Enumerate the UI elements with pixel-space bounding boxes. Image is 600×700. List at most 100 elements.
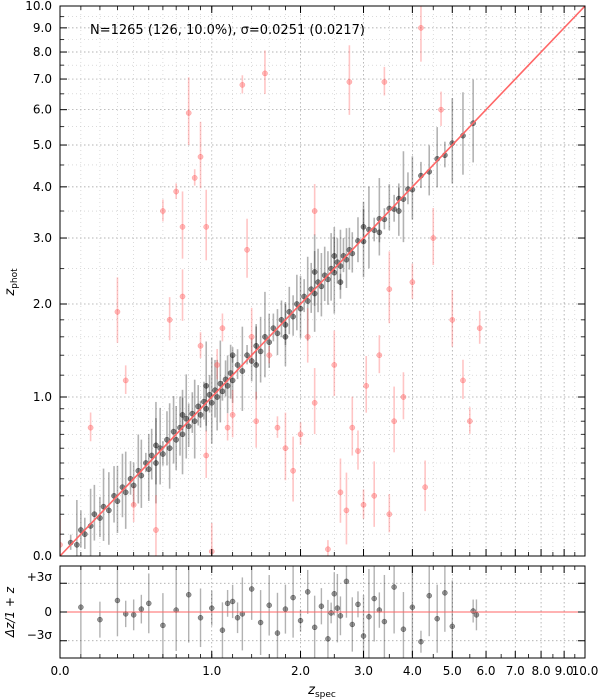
residual-point — [343, 578, 350, 585]
inlier-point — [337, 279, 344, 286]
outlier-point — [114, 308, 121, 315]
outlier-point — [381, 79, 388, 85]
outlier-point — [331, 362, 338, 368]
outlier-point — [179, 223, 186, 230]
inlier-point — [114, 498, 121, 505]
residual-ticks — [59, 566, 586, 658]
res-tick-plus3sigma: +3σ — [27, 570, 53, 584]
residual-point — [219, 627, 226, 633]
inlier-point — [239, 368, 246, 374]
inlier-point — [217, 380, 224, 387]
outlier-point — [449, 316, 456, 323]
inlier-point — [91, 511, 98, 518]
inlier-point — [206, 391, 213, 398]
inlier-point — [257, 348, 264, 355]
inlier-point — [282, 333, 289, 340]
outlier-point — [430, 235, 437, 241]
outlier-point — [224, 424, 231, 431]
x-tick-label: 1.0 — [202, 664, 221, 678]
inlier-point — [153, 460, 159, 466]
inlier-point — [286, 308, 293, 315]
y-tick-label: 6.0 — [33, 103, 52, 117]
inlier-point — [266, 339, 273, 346]
residual-point — [185, 592, 192, 598]
outlier-point — [438, 106, 444, 113]
outlier-point — [363, 382, 370, 389]
outlier-point — [460, 377, 466, 384]
inlier-point — [208, 399, 215, 406]
main-ticks — [59, 5, 586, 557]
outlier-point — [214, 362, 221, 368]
inlier-point — [262, 333, 268, 340]
residual-point — [331, 591, 338, 597]
residual-point — [304, 589, 311, 595]
outlier-point — [203, 223, 210, 230]
outlier-point — [311, 208, 318, 214]
inlier-point — [219, 388, 226, 395]
inlier-point — [253, 342, 260, 349]
outlier-point — [325, 546, 331, 553]
outlier-point — [197, 342, 204, 349]
main-panel: 0.0 1.0 2.0 3.0 4.0 5.0 6.0 7.0 8.0 9.0 10.0 N=126… — [3, 0, 586, 563]
inlier-point — [164, 436, 170, 443]
residual-x-tick-labels: 0.0 1.0 2.0 3.0 4.0 5.0 6.0 7.0 8.0 9.010.0 — [50, 664, 598, 678]
inlier-point — [145, 466, 152, 473]
outlier-point — [203, 452, 210, 459]
residual-point — [248, 586, 255, 592]
inlier-point — [224, 382, 231, 389]
outlier-point — [185, 110, 192, 116]
outlier-point — [371, 492, 378, 499]
residual-point — [376, 607, 383, 613]
y-tick-label: 10.0 — [25, 0, 52, 13]
residual-point — [442, 590, 448, 596]
residual-point — [360, 633, 367, 639]
residual-point — [234, 615, 241, 621]
outlier-point — [297, 431, 304, 438]
inlier-point — [229, 377, 236, 384]
inlier-point — [282, 321, 289, 328]
inlier-point — [122, 489, 129, 496]
x-axis-label: zspec — [307, 683, 336, 700]
outlier-point — [160, 208, 166, 214]
inlier-point — [179, 431, 186, 438]
outlier-point — [153, 527, 159, 533]
residual-points — [78, 578, 480, 645]
x-tick-label: 3.0 — [354, 664, 373, 678]
residual-point — [290, 594, 296, 601]
outlier-point — [376, 352, 383, 359]
y-tick-label: 7.0 — [33, 72, 52, 86]
main-points — [60, 25, 483, 555]
residual-point — [371, 595, 377, 602]
inlier-point — [244, 352, 250, 359]
inlier-point — [376, 229, 383, 236]
outlier-point — [229, 412, 236, 418]
outlier-point — [166, 316, 173, 323]
x-tick-label: 4.0 — [403, 664, 422, 678]
outlier-point — [244, 246, 250, 253]
residual-point — [78, 604, 84, 610]
inlier-point — [153, 442, 159, 449]
y-tick-label: 5.0 — [33, 138, 52, 152]
inlier-point — [148, 452, 155, 459]
residual-error-bars — [80, 566, 478, 658]
inlier-point — [138, 472, 145, 479]
residual-point — [122, 611, 129, 617]
residual-point — [473, 612, 480, 618]
residual-point — [224, 600, 231, 607]
inlier-point — [191, 418, 198, 425]
inlier-point — [195, 403, 202, 410]
outlier-point — [239, 82, 246, 88]
y-tick-label: 2.0 — [33, 297, 52, 311]
inlier-point — [183, 415, 190, 422]
inlier-point — [325, 276, 331, 283]
residual-point — [325, 636, 331, 642]
outlier-point — [360, 501, 367, 508]
residual-point — [418, 638, 424, 645]
residual-point — [130, 612, 137, 618]
inlier-point — [227, 370, 234, 376]
outlier-point — [466, 418, 473, 425]
outlier-point — [173, 188, 180, 195]
x-tick-label: 5.0 — [443, 664, 462, 678]
residual-point — [409, 604, 416, 610]
outlier-point — [386, 511, 393, 518]
